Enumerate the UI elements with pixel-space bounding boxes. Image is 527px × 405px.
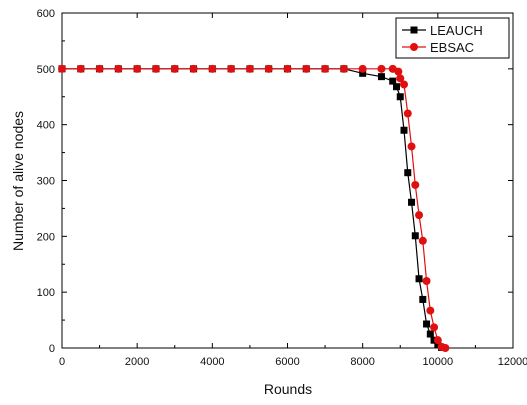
data-point-ebsac [170,64,179,73]
data-point-leauch [400,126,408,134]
data-point-leauch [411,232,419,240]
data-point-ebsac [339,64,348,73]
x-tick-label: 4000 [200,356,224,368]
data-point-ebsac [264,64,273,73]
data-point-ebsac [245,64,254,73]
data-point-ebsac [415,211,424,220]
legend-box [395,17,510,59]
y-tick-label: 600 [37,8,55,20]
data-point-ebsac [133,64,142,73]
data-point-leauch [426,330,434,338]
data-point-leauch [408,198,416,206]
data-point-leauch [415,275,423,283]
data-point-ebsac [441,344,450,352]
y-tick-label: 500 [37,64,55,76]
y-axis-label: Number of alive nodes [10,111,26,251]
legend: LEAUCH EBSAC [395,17,510,59]
data-point-ebsac [411,180,420,189]
data-point-ebsac [403,109,412,118]
data-point-leauch [423,320,431,328]
legend-marker-leauch [410,26,418,34]
data-point-ebsac [407,142,416,151]
data-point-leauch [389,77,397,85]
data-point-leauch [404,169,412,177]
series-leauch [58,65,446,351]
data-point-ebsac [321,64,330,73]
data-point-ebsac [422,277,431,285]
x-tick-label: 0 [59,356,65,368]
plot-frame [61,12,514,349]
plot-area: 0 2000 4000 6000 8000 10000 12000 0 100 200 300 400… [37,8,527,368]
data-point-ebsac [302,64,311,73]
x-tick-label: 8000 [350,356,374,368]
data-point-ebsac [394,67,403,76]
data-point-leauch [359,69,367,77]
data-point-ebsac [433,336,442,345]
y-tick-label: 200 [37,231,55,243]
legend-label-leauch: LEAUCH [430,23,483,38]
y-tick-label: 100 [37,287,55,299]
x-tick-label: 12000 [498,356,527,368]
series-layer [58,64,450,352]
data-point-leauch [396,93,404,101]
data-point-ebsac [418,236,427,245]
data-point-ebsac [151,64,160,73]
data-point-ebsac [227,64,236,73]
data-point-ebsac [396,74,405,83]
data-point-ebsac [426,306,435,315]
series-ebsac [58,64,450,352]
data-point-ebsac [189,64,198,73]
x-tick-label: 2000 [125,356,149,368]
y-tick-label: 400 [37,120,55,132]
x-tick-label: 6000 [275,356,299,368]
data-point-leauch [377,73,385,81]
data-point-ebsac [76,64,85,73]
data-point-ebsac [430,323,439,332]
data-point-ebsac [208,64,217,73]
series-line-leauch [62,68,442,348]
x-tick-label: 10000 [423,356,454,368]
data-point-ebsac [358,64,367,73]
data-point-leauch [392,83,400,91]
data-point-ebsac [114,64,123,73]
data-point-leauch [419,295,427,303]
legend-label-ebsac: EBSAC [430,40,474,55]
data-point-ebsac [377,64,386,73]
data-point-ebsac [58,64,66,73]
y-tick-label: 300 [37,176,55,188]
data-point-ebsac [283,64,292,73]
series-line-ebsac [62,68,446,349]
data-point-ebsac [400,80,409,89]
y-tick-label: 0 [49,343,55,355]
legend-marker-ebsac [410,43,418,51]
x-axis-label: Rounds [264,381,312,397]
data-point-ebsac [95,64,104,73]
